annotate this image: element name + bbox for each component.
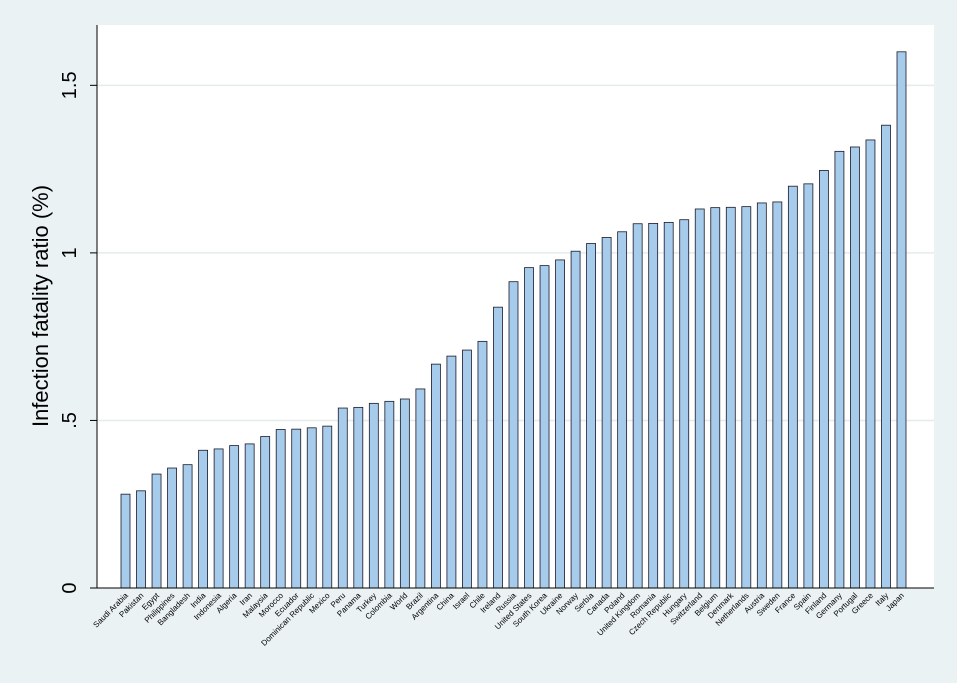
bar [694,208,705,589]
bar [493,306,503,589]
bar [772,201,783,589]
x-tick-label: China [435,591,457,613]
bar [399,398,410,589]
bar [167,467,177,589]
bar [136,490,146,589]
bar [601,237,612,589]
bar [632,223,643,589]
bar [617,231,628,589]
bar [865,139,876,589]
bar [679,219,690,589]
bar [586,243,596,589]
bar [368,402,379,589]
axes [96,25,934,589]
y-tick-label: 1 [59,247,81,258]
bar [524,267,534,589]
bar [213,448,224,589]
bar [896,51,907,589]
bar [151,473,162,589]
bar [710,207,721,589]
x-tick-label: Israel [451,591,471,611]
bar [725,206,736,589]
bar [819,170,829,589]
bar [881,124,891,589]
bar [477,340,488,589]
bar [508,281,519,589]
bar [756,202,767,589]
bar [337,407,348,589]
x-tick-label: Japan [884,591,906,613]
bar [555,259,565,589]
bar [275,429,286,589]
y-tick-label: 1.5 [59,71,81,99]
bar [260,436,271,589]
y-tick-label: 0 [59,582,81,593]
bar [244,443,255,589]
y-tick-label: .5 [59,412,81,429]
bar [322,425,333,589]
bar [353,406,364,589]
bar [663,221,674,589]
bar [384,400,395,589]
bar [291,428,302,589]
bar [306,427,317,589]
bar [741,206,752,589]
bars [120,51,907,589]
bar [570,250,581,589]
bar [834,150,845,589]
bar [446,355,457,589]
y-ticks: 0 .5 1 1.5 [59,71,97,594]
x-tick-label: World [388,591,409,612]
bar [648,222,659,589]
bar [415,388,426,589]
bar [787,185,798,589]
bar [229,445,240,589]
bar [198,449,209,589]
bar [803,183,814,589]
bar [120,493,131,589]
y-axis-title: Infection fatality ratio (%) [28,185,53,427]
bar [182,464,193,589]
bar [430,363,441,589]
x-tick-labels: Saudi ArabiaPakistanEgyptPhilippinesBang… [91,590,905,647]
bar [539,265,550,589]
bar [850,146,860,589]
bar [462,349,472,589]
